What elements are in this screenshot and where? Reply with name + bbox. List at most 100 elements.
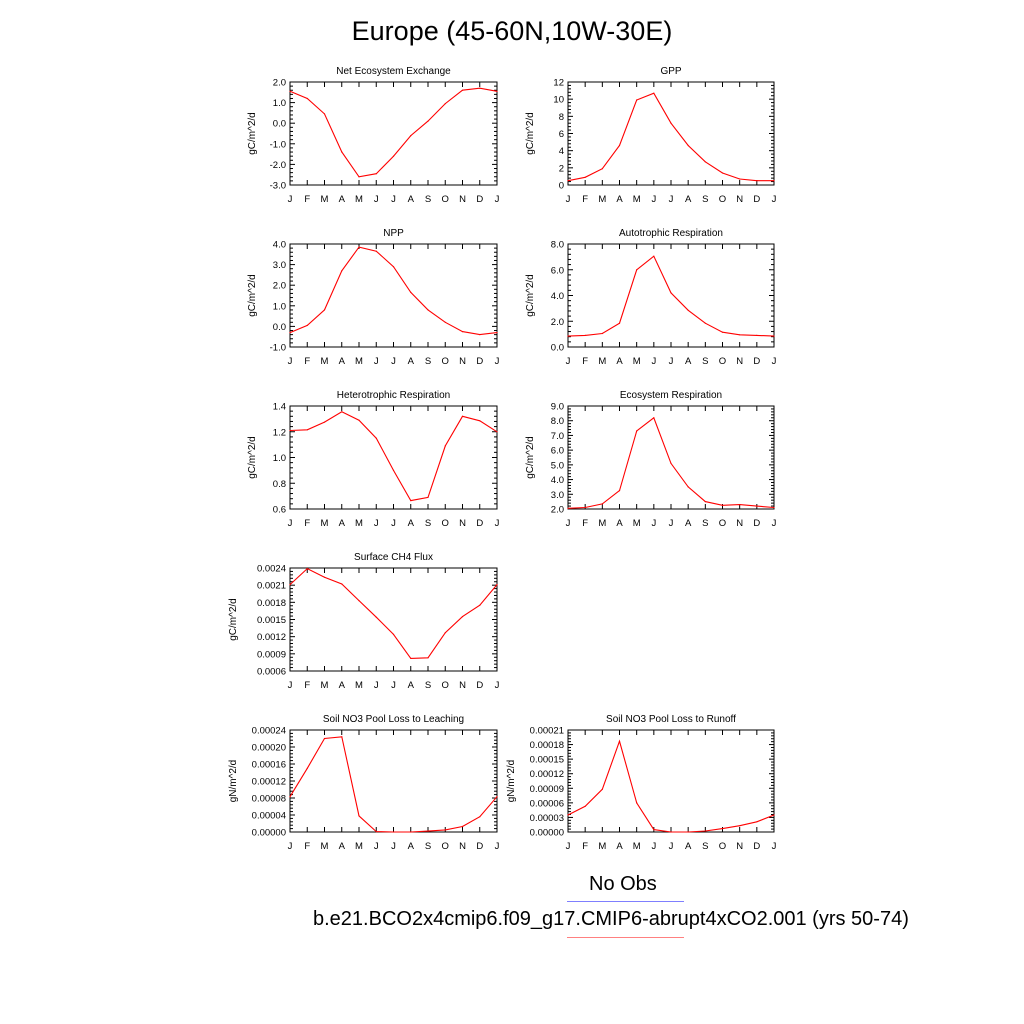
data-point	[721, 331, 724, 333]
y-tick-label: 2.0	[551, 505, 564, 516]
data-point	[375, 831, 377, 833]
data-point	[427, 830, 429, 832]
x-tick-label: J	[288, 841, 293, 852]
data-point	[687, 144, 689, 147]
x-tick-label: A	[339, 680, 346, 691]
x-tick-label: J	[391, 194, 396, 205]
x-tick-label: A	[408, 841, 415, 852]
panel-heterotrophic-respiration: Heterotrophic Respiration gC/m^2/d 0.6 0.8 1…	[247, 390, 500, 529]
x-tick-label: M	[355, 194, 363, 205]
x-tick-label: F	[304, 680, 310, 691]
data-point	[739, 825, 741, 827]
x-tick-label: S	[702, 518, 708, 529]
y-tick-label: 8	[559, 112, 564, 123]
y-tick-label: 8.0	[551, 416, 564, 427]
x-tick-label: J	[391, 841, 396, 852]
data-point	[653, 255, 655, 257]
y-axis-label: gC/m^2/d	[525, 436, 536, 479]
data-point	[444, 445, 446, 447]
data-point	[670, 831, 672, 833]
y-axis-label: gC/m^2/d	[247, 112, 258, 155]
x-tick-label: J	[566, 518, 571, 529]
y-tick-label: 10	[553, 95, 564, 106]
data-point	[341, 583, 343, 585]
series-line	[289, 246, 498, 336]
x-tick-label: A	[616, 194, 623, 205]
x-tick-label: J	[651, 356, 656, 367]
data-point	[670, 462, 672, 464]
x-tick-label: F	[582, 356, 588, 367]
x-tick-label: A	[339, 518, 346, 529]
data-point	[410, 135, 412, 137]
x-tick-label: J	[391, 680, 396, 691]
data-point	[721, 172, 724, 174]
x-tick-label: O	[719, 518, 726, 529]
data-point	[704, 161, 706, 163]
y-tick-label: 1.2	[273, 427, 286, 438]
y-tick-label: 0.0	[273, 322, 286, 333]
data-point	[496, 796, 498, 798]
x-tick-label: J	[374, 680, 379, 691]
y-tick-label: 4.0	[551, 475, 564, 486]
x-tick-label: J	[495, 356, 500, 367]
legend-line-model	[567, 937, 684, 938]
y-tick-label: 0.0012	[257, 632, 286, 643]
x-tick-label: N	[459, 194, 466, 205]
x-tick-label: S	[702, 194, 708, 205]
x-tick-label: J	[374, 841, 379, 852]
y-tick-label: 6.0	[551, 446, 564, 457]
x-tick-label: J	[566, 841, 571, 852]
x-tick-label: J	[391, 356, 396, 367]
x-tick-label: M	[355, 680, 363, 691]
x-tick-label: F	[304, 518, 310, 529]
x-tick-label: A	[616, 518, 623, 529]
x-tick-label: A	[339, 194, 346, 205]
data-point	[636, 430, 638, 432]
data-point	[289, 796, 291, 798]
data-point	[444, 321, 446, 323]
x-tick-label: M	[321, 518, 329, 529]
x-tick-label: F	[304, 356, 310, 367]
x-tick-label: A	[685, 518, 692, 529]
data-point	[567, 507, 569, 509]
data-point	[601, 332, 603, 335]
x-tick-label: J	[669, 841, 674, 852]
x-tick-label: M	[633, 356, 641, 367]
data-point	[721, 504, 724, 506]
y-tick-label: 6.0	[551, 265, 564, 276]
x-tick-label: O	[719, 356, 726, 367]
x-tick-label: N	[459, 356, 466, 367]
data-point	[392, 831, 395, 833]
x-tick-label: J	[288, 680, 293, 691]
data-point	[584, 805, 586, 807]
x-tick-label: D	[753, 356, 760, 367]
x-tick-label: A	[408, 356, 415, 367]
x-tick-label: A	[685, 841, 692, 852]
x-tick-label: M	[321, 841, 329, 852]
x-tick-label: M	[598, 841, 606, 852]
x-tick-label: D	[753, 841, 760, 852]
x-tick-label: M	[355, 841, 363, 852]
legend-label-model: b.e21.BCO2x4cmip6.f09_g17.CMIP6-abrupt4x…	[313, 908, 909, 930]
x-tick-label: D	[476, 518, 483, 529]
y-tick-label: 0.00000	[530, 828, 564, 839]
x-tick-label: O	[719, 194, 726, 205]
panel-title: Heterotrophic Respiration	[337, 390, 450, 401]
data-point	[704, 322, 706, 324]
plot-frame	[289, 405, 498, 510]
data-point	[773, 814, 775, 816]
data-point	[461, 825, 464, 828]
data-point	[323, 113, 326, 115]
x-tick-label: J	[669, 194, 674, 205]
data-point	[618, 490, 621, 492]
data-point	[653, 829, 655, 831]
panel-title: Ecosystem Respiration	[620, 390, 722, 401]
data-point	[323, 421, 326, 423]
data-point	[306, 324, 308, 326]
x-tick-label: J	[391, 518, 396, 529]
x-tick-label: J	[772, 518, 777, 529]
x-tick-label: F	[304, 194, 310, 205]
panel-title: NPP	[383, 228, 404, 239]
y-tick-label: -1.0	[270, 139, 286, 150]
